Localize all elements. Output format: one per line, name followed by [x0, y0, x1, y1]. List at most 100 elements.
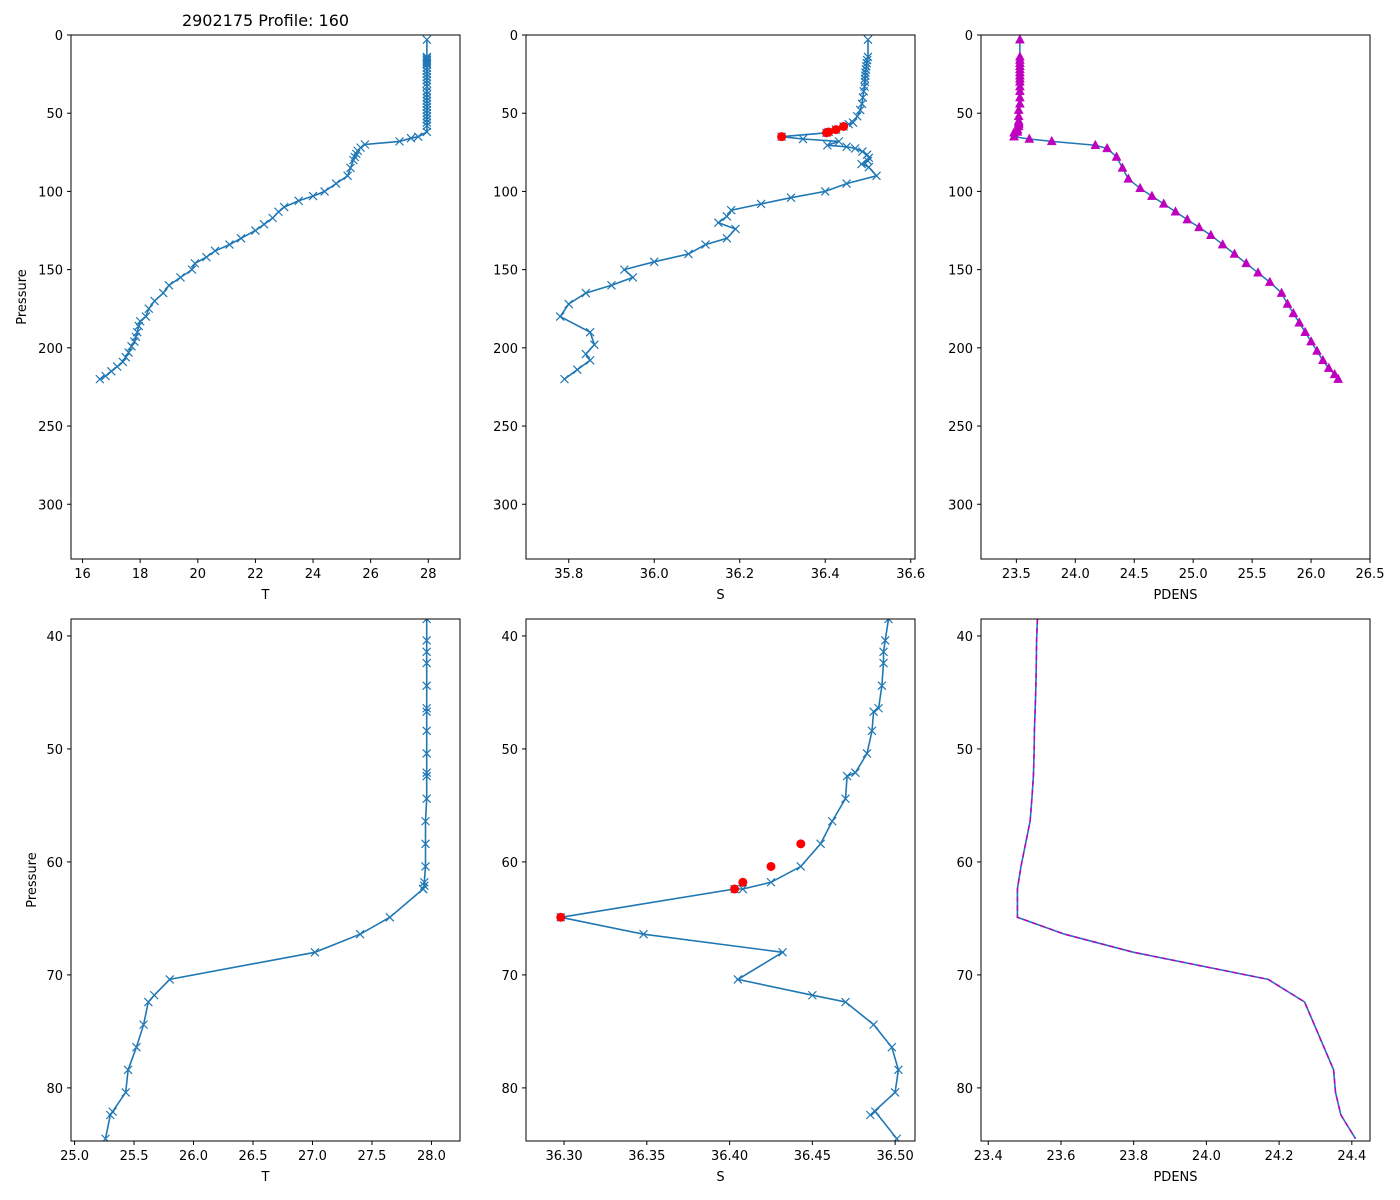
series-point-x	[892, 1134, 902, 1141]
y-tick-label: 50	[501, 743, 518, 758]
y-axis-label: Pressure	[15, 269, 30, 325]
x-axis-label: PDENS	[1153, 1170, 1197, 1185]
plot-area	[556, 619, 903, 1141]
series-point-x	[95, 374, 105, 384]
plot-area	[1016, 619, 1357, 1140]
panel-top-right-density: 23.5 24.0 24.5 25.0 25.5 26.0 26.5 0 50 100 150 200…	[948, 29, 1384, 603]
y-tick-label: 50	[956, 107, 973, 122]
series-point-x	[869, 1020, 879, 1030]
series-point-x	[422, 794, 432, 804]
series-point-triangle	[1312, 345, 1322, 355]
series-point-triangle	[1009, 131, 1019, 141]
series-point-x	[879, 658, 888, 668]
series-point-x	[855, 105, 865, 115]
flagged-point-marker	[766, 861, 776, 871]
series-point-x	[348, 155, 358, 165]
series-point-x	[101, 1134, 110, 1141]
series-point-x	[112, 362, 122, 372]
y-tick-label: 50	[956, 743, 973, 758]
x-axis-label: T	[261, 1170, 270, 1185]
series-point-x	[842, 179, 852, 189]
series-point-triangle	[1276, 287, 1287, 297]
series-point-x	[422, 63, 432, 73]
x-axis-label: S	[716, 1170, 724, 1185]
series-point-x	[158, 288, 168, 298]
series-point-x	[863, 35, 873, 45]
series-point-x	[731, 224, 740, 234]
series-point-x	[860, 74, 870, 84]
series-point-x	[726, 205, 736, 215]
series-point-x	[118, 357, 128, 367]
series-point-x	[129, 337, 139, 347]
y-tick-label: 150	[948, 264, 973, 279]
series-point-x	[422, 647, 432, 657]
y-tick-label: 40	[501, 630, 518, 645]
y-tick-label: 100	[493, 185, 518, 200]
x-tick-label: 28	[420, 567, 437, 582]
series-point-x	[422, 726, 432, 736]
x-tick-label: 36.45	[794, 1149, 831, 1164]
y-tick-label: 80	[956, 1082, 973, 1097]
series-point-x	[880, 636, 890, 645]
series-point-x	[827, 816, 837, 826]
chart-title: 2902175 Profile: 160	[182, 11, 349, 30]
series-point-triangle	[1217, 239, 1228, 249]
y-tick-label: 200	[493, 342, 518, 357]
y-tick-label: 40	[46, 630, 63, 645]
series-point-triangle	[1253, 267, 1263, 277]
series-point-x	[422, 102, 432, 112]
series-point-triangle	[1102, 142, 1113, 153]
series-point-x	[684, 249, 693, 259]
series-point-x	[132, 1042, 141, 1052]
panel-bottom-middle-salinity-zoom: 36.30 36.35 36.40 36.45 36.50 40 50 60 70 80 S	[501, 618, 916, 1185]
series-point-x	[864, 153, 874, 163]
series-point-x	[308, 191, 318, 201]
panel-top-left-temperature: 16 18 20 22 24 26 28 0 50 100 150 200 250 300 T Pressur…	[15, 11, 461, 603]
flagged-point-marker	[556, 912, 566, 922]
series-point-triangle	[1117, 162, 1128, 172]
series-point-x	[852, 111, 862, 121]
series-point-x	[841, 997, 850, 1007]
series-point-triangle	[1090, 139, 1101, 150]
series-point-x	[842, 771, 852, 781]
series-point-x	[422, 771, 432, 781]
series-point-triangle	[1194, 221, 1204, 232]
x-tick-label: 28.0	[417, 1149, 446, 1164]
axes-frame	[980, 34, 1371, 560]
y-tick-label: 70	[501, 969, 518, 984]
series-point-x	[422, 75, 432, 85]
series-line	[99, 39, 428, 380]
plot-area	[101, 619, 432, 1141]
series-point-x	[422, 619, 432, 624]
series-point-x	[346, 163, 355, 173]
x-axis-label: PDENS	[1153, 588, 1197, 603]
y-tick-label: 80	[46, 1082, 63, 1097]
series-point-triangle	[1046, 135, 1057, 146]
series-point-x	[355, 929, 365, 939]
x-tick-label: 23.4	[974, 1149, 1003, 1164]
series-point-x	[164, 280, 174, 290]
series-point-x	[421, 816, 430, 826]
y-tick-label: 60	[46, 856, 63, 871]
series-point-x	[564, 299, 574, 309]
x-tick-label: 27.5	[357, 1149, 386, 1164]
x-tick-label: 23.5	[1002, 567, 1031, 582]
series-point-x	[210, 246, 220, 256]
series-point-x	[176, 273, 185, 282]
series-point-x	[395, 136, 404, 146]
series-point-triangle	[1288, 307, 1299, 318]
series-point-x	[872, 171, 881, 181]
series-point-triangle	[1170, 206, 1181, 216]
y-tick-label: 300	[38, 498, 63, 513]
series-point-x	[150, 296, 159, 306]
y-tick-label: 200	[948, 342, 973, 357]
series-point-x	[816, 839, 826, 849]
series-point-x	[422, 111, 432, 121]
y-tick-label: 0	[55, 29, 63, 44]
x-axis-label: S	[716, 588, 724, 603]
series-point-x	[798, 134, 808, 144]
x-tick-label: 35.8	[554, 567, 583, 582]
series-point-x	[869, 707, 879, 717]
series-point-x	[422, 35, 432, 45]
series-point-x	[406, 133, 416, 143]
